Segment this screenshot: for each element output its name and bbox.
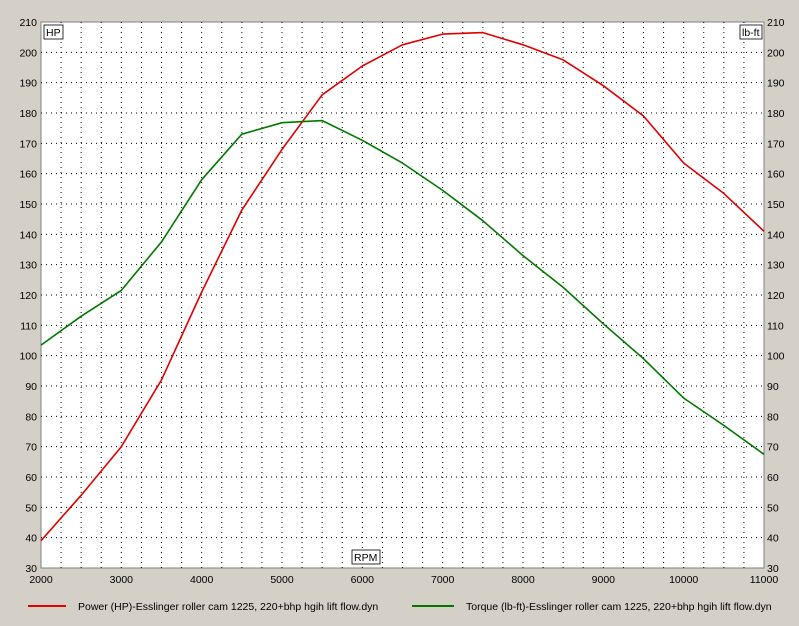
ylabel-right-box: lb-ft: [739, 24, 763, 40]
y-tick-label-left: 120: [19, 290, 37, 302]
y-tick-label-right: 50: [767, 502, 779, 514]
y-tick-label-left: 150: [19, 199, 37, 211]
y-tick-label-left: 100: [19, 351, 37, 363]
y-tick-label-left: 70: [25, 442, 37, 454]
torque-series-line: [40, 119, 765, 455]
y-tick-label-right: 110: [767, 320, 784, 332]
y-tick-label-right: 200: [767, 47, 785, 59]
y-tick-label-left: 170: [19, 138, 37, 150]
x-tick-label: 5000: [270, 574, 294, 586]
y-tick-label-right: 70: [767, 442, 779, 454]
legend-label-power: Power (HP)-Esslinger roller cam 1225, 22…: [78, 601, 378, 613]
y-tick-label-right: 210: [767, 17, 785, 29]
y-tick-label-left: 30: [25, 563, 37, 575]
y-tick-label-right: 120: [767, 290, 785, 302]
y-tick-label-right: 80: [767, 411, 779, 423]
x-tick-label: 4000: [190, 574, 214, 586]
x-tick-label: 6000: [351, 574, 375, 586]
y-tick-label-right: 30: [767, 563, 779, 575]
x-tick-label: 2000: [29, 574, 53, 586]
x-tick-label: 3000: [110, 574, 134, 586]
y-tick-label-left: 90: [25, 381, 37, 393]
y-tick-label-right: 180: [767, 108, 785, 120]
y-tick-label-left: 80: [25, 411, 37, 423]
y-tick-label-right: 160: [767, 169, 785, 181]
y-tick-label-right: 90: [767, 381, 779, 393]
y-tick-label-right: 100: [767, 351, 785, 363]
y-tick-label-left: 130: [19, 260, 37, 272]
y-axis-right-ticks: 30 40 50 60 70 80 90 100 110 120 130 140 150 160 170 18…: [767, 17, 785, 575]
ylabel-left: HP: [46, 27, 61, 39]
y-tick-label-left: 190: [19, 78, 37, 90]
x-tick-label: 10000: [669, 574, 698, 586]
y-tick-label-right: 140: [767, 229, 785, 241]
x-tick-label: 9000: [592, 574, 616, 586]
ylabel-right: lb-ft: [742, 27, 760, 39]
y-tick-label-right: 40: [767, 533, 779, 545]
y-tick-label-left: 110: [20, 320, 37, 332]
y-tick-label-right: 190: [767, 78, 785, 90]
legend-label-torque: Torque (lb-ft)-Esslinger roller cam 1225…: [466, 601, 772, 613]
x-tick-label: 7000: [431, 574, 455, 586]
y-tick-label-left: 160: [19, 169, 37, 181]
x-tick-label: 8000: [511, 574, 535, 586]
y-tick-label-right: 60: [767, 472, 779, 484]
y-tick-label-right: 130: [767, 260, 785, 272]
y-tick-label-right: 150: [767, 199, 785, 211]
y-tick-label-left: 140: [19, 229, 37, 241]
y-tick-label-left: 40: [25, 533, 37, 545]
y-tick-label-left: 210: [19, 17, 37, 29]
legend: Power (HP)-Esslinger roller cam 1225, 22…: [28, 601, 772, 613]
y-tick-label-left: 50: [25, 502, 37, 514]
y-tick-label-left: 60: [25, 472, 37, 484]
x-tick-label: 11000: [750, 574, 779, 586]
xlabel-box: RPM: [351, 549, 381, 565]
y-tick-label-left: 180: [19, 108, 37, 120]
power-series-line: [40, 31, 765, 542]
x-axis-ticks: 2000 3000 4000 5000 6000 7000 8000 9000 10000 110…: [29, 574, 778, 586]
plot-area: [40, 21, 765, 569]
y-tick-label-left: 200: [19, 47, 37, 59]
y-tick-label-right: 170: [767, 138, 785, 150]
grid-lines: [41, 22, 764, 568]
y-axis-left-ticks: 30 40 50 60 70 80 90 100 110 120 130 140 150 160 170 18…: [19, 17, 37, 575]
ylabel-left-box: HP: [43, 24, 64, 40]
series-lines: [40, 31, 765, 542]
xlabel: RPM: [354, 552, 377, 564]
